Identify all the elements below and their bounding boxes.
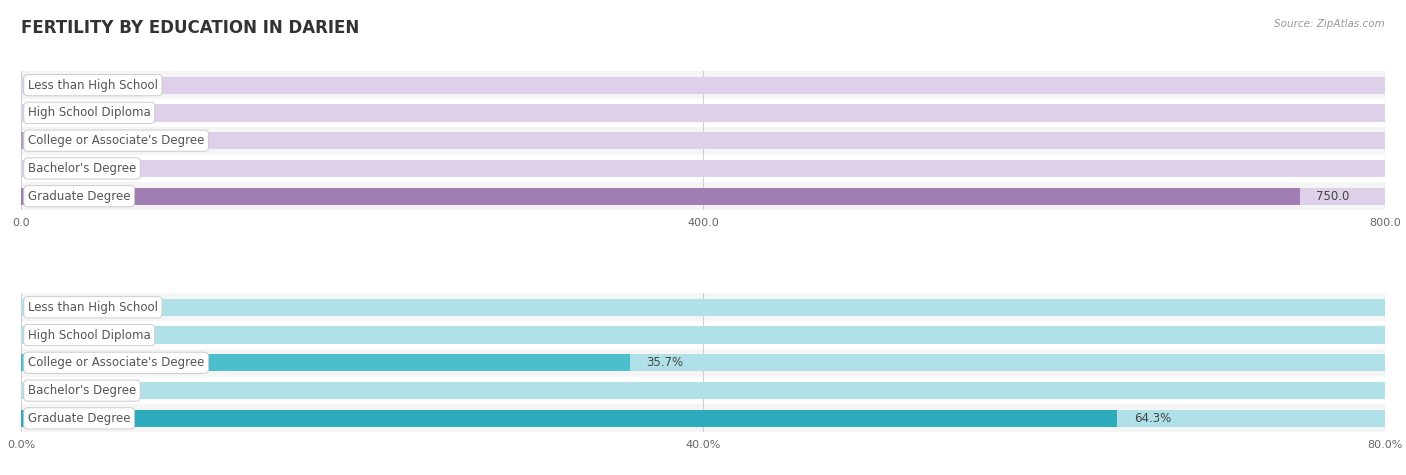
Text: 0.0: 0.0 [38,162,56,175]
Bar [21,188,1299,205]
Text: Bachelor's Degree: Bachelor's Degree [28,162,136,175]
Bar [21,410,1118,427]
Text: Bachelor's Degree: Bachelor's Degree [28,384,136,397]
Bar [21,354,1385,371]
Bar [21,71,1385,99]
Bar [21,405,1385,432]
Text: Less than High School: Less than High School [28,79,157,92]
Text: Graduate Degree: Graduate Degree [28,412,131,425]
Bar [21,76,1385,94]
Bar [21,154,1385,182]
Text: 0.0: 0.0 [38,79,56,92]
Bar [21,349,1385,377]
Bar [21,294,1385,321]
Bar [21,99,1385,127]
Bar [21,299,1385,316]
Text: College or Associate's Degree: College or Associate's Degree [28,134,204,147]
Text: 0.0: 0.0 [38,106,56,119]
Bar [21,321,1385,349]
Text: 35.7%: 35.7% [647,356,683,370]
Text: Graduate Degree: Graduate Degree [28,190,131,203]
Bar [21,182,1385,210]
Text: 0.0%: 0.0% [38,301,67,314]
Bar [21,354,630,371]
Text: 64.3%: 64.3% [1133,412,1171,425]
Bar [21,326,1385,344]
Bar [21,188,1385,205]
Text: 0.0%: 0.0% [38,329,67,342]
Text: Less than High School: Less than High School [28,301,157,314]
Text: 750.0: 750.0 [1316,190,1350,203]
Bar [21,160,1385,177]
Bar [21,104,1385,122]
Bar [21,132,79,149]
Text: High School Diploma: High School Diploma [28,106,150,119]
Text: 34.0: 34.0 [96,134,121,147]
Bar [21,382,1385,399]
Bar [21,377,1385,405]
Bar [21,127,1385,154]
Text: High School Diploma: High School Diploma [28,329,150,342]
Text: Source: ZipAtlas.com: Source: ZipAtlas.com [1274,19,1385,29]
Text: FERTILITY BY EDUCATION IN DARIEN: FERTILITY BY EDUCATION IN DARIEN [21,19,360,37]
Bar [21,410,1385,427]
Text: College or Associate's Degree: College or Associate's Degree [28,356,204,370]
Bar [21,132,1385,149]
Text: 0.0%: 0.0% [38,384,67,397]
